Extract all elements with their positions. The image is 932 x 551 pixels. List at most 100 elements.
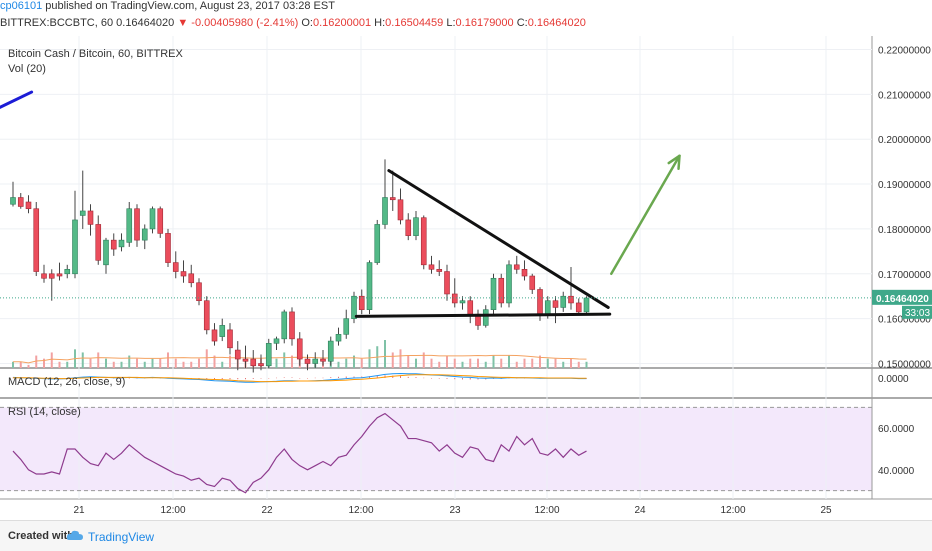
triangle-lower-trendline xyxy=(354,312,612,318)
macd-histogram-bar xyxy=(252,378,254,379)
macd-histogram-bar xyxy=(338,376,339,378)
publish-info-bar: cp06101 published on TradingView.com, Au… xyxy=(0,0,932,20)
candle-body xyxy=(304,358,311,364)
candle-body xyxy=(281,311,288,340)
open-value: 0.16200001 xyxy=(312,17,372,30)
price-tick-label: 0.18000000 xyxy=(878,225,931,236)
volume-bar xyxy=(570,358,572,368)
close-label: C: xyxy=(516,17,528,30)
created-with-text: Created with xyxy=(8,530,75,542)
volume-bar xyxy=(136,358,138,368)
volume-bar xyxy=(143,361,146,368)
macd-histogram-bar xyxy=(237,378,239,380)
volume-bar xyxy=(221,361,224,368)
rsi-label: RSI (14, close) xyxy=(8,406,81,418)
volume-bar xyxy=(43,358,45,368)
price-value: 0.16464020 xyxy=(116,17,175,30)
macd-histogram-bar xyxy=(159,378,161,379)
candle-body xyxy=(95,224,102,261)
symbol-label[interactable]: BITTREX:BCCBTC, 60 xyxy=(0,17,114,30)
volume-bar xyxy=(384,340,386,368)
tradingview-cloud-icon xyxy=(66,529,84,544)
volume-bar xyxy=(446,355,448,368)
price-tick-label: 0.15000000 xyxy=(878,360,931,371)
triangle-upper-trendline xyxy=(387,169,610,309)
candle-body xyxy=(521,268,528,277)
candle-body xyxy=(41,273,47,279)
candle-body xyxy=(343,318,350,335)
candle-body xyxy=(172,262,179,272)
volume-bar xyxy=(430,358,433,368)
candle-body xyxy=(506,264,512,304)
candle-body xyxy=(273,338,280,344)
author-link[interactable]: cp06101 xyxy=(0,0,43,13)
macd-histogram-bar xyxy=(353,376,355,378)
countdown-tag xyxy=(902,305,932,319)
macd-histogram-bar xyxy=(144,378,146,379)
macd-histogram-bar xyxy=(322,377,324,379)
volume-bar xyxy=(81,352,84,368)
volume-bar xyxy=(546,358,549,368)
volume-bar xyxy=(213,355,216,368)
volume-bar xyxy=(105,358,107,368)
volume-bar xyxy=(167,352,169,368)
volume-bar xyxy=(66,361,69,368)
macd-histogram-bar xyxy=(221,378,223,380)
candle-body xyxy=(498,277,505,304)
macd-histogram-bar xyxy=(20,378,22,379)
volume-bar xyxy=(50,352,53,368)
candle-body xyxy=(79,210,86,216)
candle-body xyxy=(327,340,334,362)
candle-body xyxy=(126,208,133,243)
footer-bar: Created with TradingView xyxy=(0,520,932,551)
published-text: published on TradingView.com, August 23,… xyxy=(42,0,335,13)
price-tick-label: 0.22000000 xyxy=(878,45,931,56)
macd-histogram-bar xyxy=(462,378,463,380)
candle-body xyxy=(382,197,388,225)
candle-body xyxy=(250,358,257,367)
candle-body xyxy=(196,282,202,302)
symbol-info-bar: BITTREX:BCCBTC, 60 0.16464020 ▼ -0.00405… xyxy=(0,17,932,37)
time-tick-label: 12:00 xyxy=(534,505,559,516)
volume-bar xyxy=(508,355,510,368)
macd-label: MACD (12, 26, close, 9) xyxy=(8,376,125,388)
volume-bar xyxy=(539,355,541,368)
candle-body xyxy=(575,302,582,313)
volume-bar xyxy=(291,355,293,368)
tradingview-brand-link[interactable]: TradingView xyxy=(88,530,155,544)
candle-body xyxy=(482,309,489,326)
chart-area[interactable]: 0.22000000 0.21000000 0.20000000 0.19000000… xyxy=(0,36,932,520)
candle-body xyxy=(110,239,117,250)
price-tick-label: 0.19000000 xyxy=(878,180,931,191)
target-arrow-line xyxy=(610,154,681,276)
macd-histogram-bar xyxy=(268,378,270,379)
blue-trendline xyxy=(0,90,34,109)
macd-histogram-bar xyxy=(198,378,200,379)
candle-body xyxy=(17,197,24,207)
candle-body xyxy=(552,300,559,308)
volume-bar xyxy=(174,358,177,368)
volume-bar xyxy=(477,358,479,368)
candle-body xyxy=(296,338,303,360)
volume-bar xyxy=(484,361,487,368)
change-value: -0.00405980 (-2.41%) xyxy=(191,17,299,30)
volume-bar xyxy=(577,361,580,368)
candle-body xyxy=(211,329,218,342)
macd-histogram-bar xyxy=(376,375,378,378)
volume-bar xyxy=(368,349,371,368)
volume-bar xyxy=(353,355,355,368)
candle-body xyxy=(258,363,264,367)
macd-histogram-bar xyxy=(469,378,471,380)
volume-bar xyxy=(275,358,278,368)
high-value: 0.16504459 xyxy=(385,17,444,30)
volume-bar xyxy=(345,358,348,368)
candle-body xyxy=(413,217,419,236)
volume-bar xyxy=(554,358,557,368)
macd-histogram-bar xyxy=(508,378,510,379)
time-tick-label: 12:00 xyxy=(160,505,185,516)
candle-body xyxy=(64,268,71,275)
volume-bar xyxy=(407,355,410,368)
candle-body xyxy=(134,208,140,241)
candle-body xyxy=(180,271,187,277)
candle-body xyxy=(56,273,63,277)
